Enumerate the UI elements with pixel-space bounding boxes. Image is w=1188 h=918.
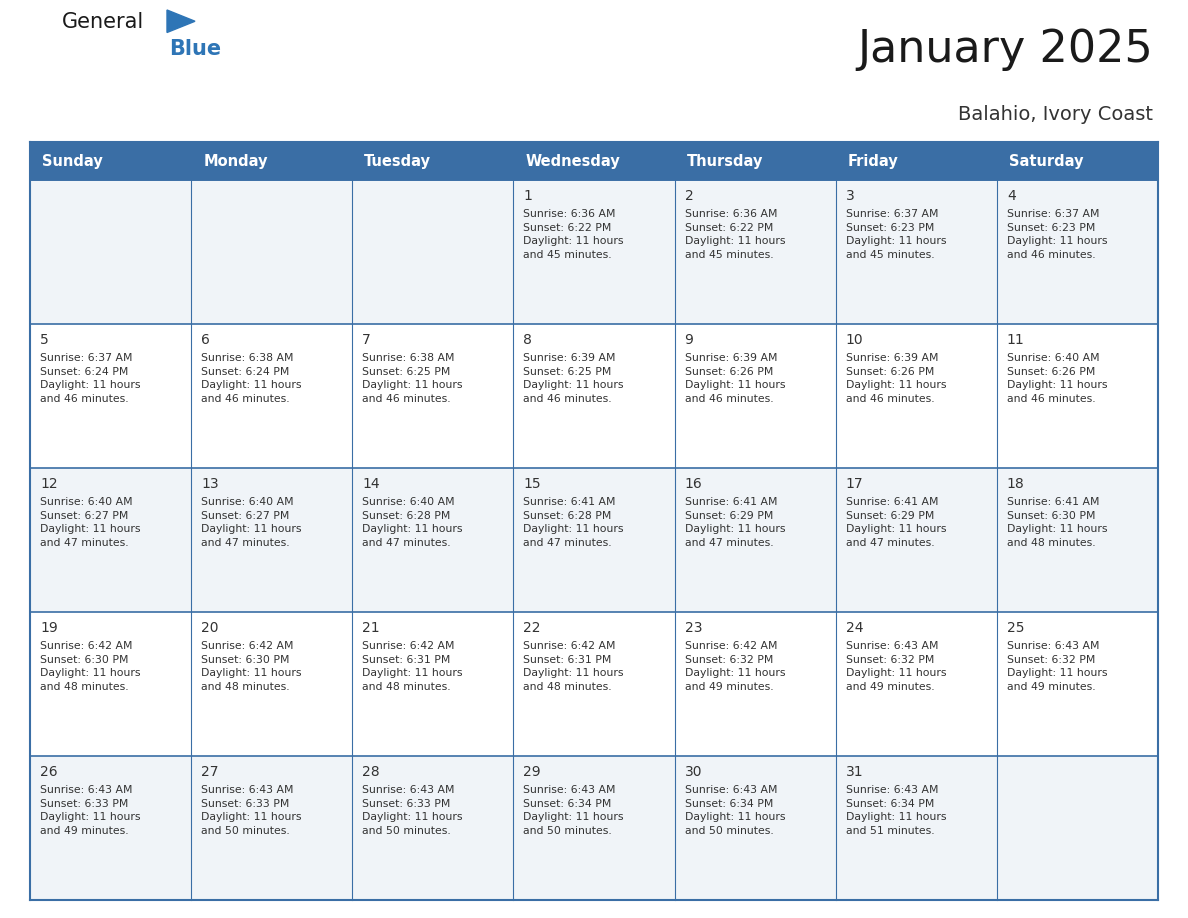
Text: Wednesday: Wednesday [525,153,620,169]
Text: 16: 16 [684,477,702,491]
Text: 18: 18 [1007,477,1024,491]
Text: Sunrise: 6:41 AM
Sunset: 6:29 PM
Daylight: 11 hours
and 47 minutes.: Sunrise: 6:41 AM Sunset: 6:29 PM Dayligh… [684,497,785,548]
Text: Sunrise: 6:42 AM
Sunset: 6:30 PM
Daylight: 11 hours
and 48 minutes.: Sunrise: 6:42 AM Sunset: 6:30 PM Dayligh… [40,641,140,692]
Text: Sunrise: 6:40 AM
Sunset: 6:27 PM
Daylight: 11 hours
and 47 minutes.: Sunrise: 6:40 AM Sunset: 6:27 PM Dayligh… [201,497,302,548]
Text: 31: 31 [846,765,864,779]
Text: Sunrise: 6:37 AM
Sunset: 6:23 PM
Daylight: 11 hours
and 45 minutes.: Sunrise: 6:37 AM Sunset: 6:23 PM Dayligh… [846,209,946,260]
Text: 1: 1 [524,189,532,203]
Text: Sunrise: 6:38 AM
Sunset: 6:25 PM
Daylight: 11 hours
and 46 minutes.: Sunrise: 6:38 AM Sunset: 6:25 PM Dayligh… [362,353,463,404]
Text: 24: 24 [846,621,864,635]
Text: 14: 14 [362,477,380,491]
Text: Sunrise: 6:38 AM
Sunset: 6:24 PM
Daylight: 11 hours
and 46 minutes.: Sunrise: 6:38 AM Sunset: 6:24 PM Dayligh… [201,353,302,404]
Text: Sunrise: 6:43 AM
Sunset: 6:33 PM
Daylight: 11 hours
and 49 minutes.: Sunrise: 6:43 AM Sunset: 6:33 PM Dayligh… [40,785,140,835]
Text: Sunrise: 6:40 AM
Sunset: 6:27 PM
Daylight: 11 hours
and 47 minutes.: Sunrise: 6:40 AM Sunset: 6:27 PM Dayligh… [40,497,140,548]
Text: Sunrise: 6:41 AM
Sunset: 6:28 PM
Daylight: 11 hours
and 47 minutes.: Sunrise: 6:41 AM Sunset: 6:28 PM Dayligh… [524,497,624,548]
Text: 23: 23 [684,621,702,635]
Text: Sunrise: 6:42 AM
Sunset: 6:31 PM
Daylight: 11 hours
and 48 minutes.: Sunrise: 6:42 AM Sunset: 6:31 PM Dayligh… [524,641,624,692]
Text: Sunrise: 6:37 AM
Sunset: 6:24 PM
Daylight: 11 hours
and 46 minutes.: Sunrise: 6:37 AM Sunset: 6:24 PM Dayligh… [40,353,140,404]
Text: 26: 26 [40,765,58,779]
Text: 13: 13 [201,477,219,491]
Text: 19: 19 [40,621,58,635]
Text: Sunrise: 6:43 AM
Sunset: 6:34 PM
Daylight: 11 hours
and 50 minutes.: Sunrise: 6:43 AM Sunset: 6:34 PM Dayligh… [524,785,624,835]
Text: 17: 17 [846,477,864,491]
Bar [30,142,1158,180]
Text: Sunrise: 6:39 AM
Sunset: 6:26 PM
Daylight: 11 hours
and 46 minutes.: Sunrise: 6:39 AM Sunset: 6:26 PM Dayligh… [846,353,946,404]
Text: January 2025: January 2025 [858,28,1154,71]
Text: Sunrise: 6:43 AM
Sunset: 6:33 PM
Daylight: 11 hours
and 50 minutes.: Sunrise: 6:43 AM Sunset: 6:33 PM Dayligh… [201,785,302,835]
Text: General: General [62,12,144,32]
Text: Sunrise: 6:43 AM
Sunset: 6:34 PM
Daylight: 11 hours
and 51 minutes.: Sunrise: 6:43 AM Sunset: 6:34 PM Dayligh… [846,785,946,835]
Text: 7: 7 [362,333,371,347]
Text: Sunrise: 6:36 AM
Sunset: 6:22 PM
Daylight: 11 hours
and 45 minutes.: Sunrise: 6:36 AM Sunset: 6:22 PM Dayligh… [684,209,785,260]
Text: 15: 15 [524,477,541,491]
Text: 6: 6 [201,333,210,347]
Text: Friday: Friday [848,153,898,169]
Text: Sunrise: 6:42 AM
Sunset: 6:32 PM
Daylight: 11 hours
and 49 minutes.: Sunrise: 6:42 AM Sunset: 6:32 PM Dayligh… [684,641,785,692]
Text: 10: 10 [846,333,864,347]
Text: Saturday: Saturday [1009,153,1083,169]
Text: Sunrise: 6:43 AM
Sunset: 6:32 PM
Daylight: 11 hours
and 49 minutes.: Sunrise: 6:43 AM Sunset: 6:32 PM Dayligh… [846,641,946,692]
Text: Balahio, Ivory Coast: Balahio, Ivory Coast [958,105,1154,124]
Bar [30,756,1158,900]
Text: 2: 2 [684,189,694,203]
Polygon shape [168,10,195,32]
Text: Sunday: Sunday [42,153,102,169]
Text: Sunrise: 6:36 AM
Sunset: 6:22 PM
Daylight: 11 hours
and 45 minutes.: Sunrise: 6:36 AM Sunset: 6:22 PM Dayligh… [524,209,624,260]
Text: Monday: Monday [203,153,267,169]
Text: Sunrise: 6:41 AM
Sunset: 6:29 PM
Daylight: 11 hours
and 47 minutes.: Sunrise: 6:41 AM Sunset: 6:29 PM Dayligh… [846,497,946,548]
Text: Sunrise: 6:42 AM
Sunset: 6:30 PM
Daylight: 11 hours
and 48 minutes.: Sunrise: 6:42 AM Sunset: 6:30 PM Dayligh… [201,641,302,692]
Bar [30,324,1158,468]
Text: Sunrise: 6:42 AM
Sunset: 6:31 PM
Daylight: 11 hours
and 48 minutes.: Sunrise: 6:42 AM Sunset: 6:31 PM Dayligh… [362,641,463,692]
Text: Sunrise: 6:43 AM
Sunset: 6:32 PM
Daylight: 11 hours
and 49 minutes.: Sunrise: 6:43 AM Sunset: 6:32 PM Dayligh… [1007,641,1107,692]
Text: 11: 11 [1007,333,1024,347]
Text: 4: 4 [1007,189,1016,203]
Text: 29: 29 [524,765,541,779]
Text: Sunrise: 6:39 AM
Sunset: 6:26 PM
Daylight: 11 hours
and 46 minutes.: Sunrise: 6:39 AM Sunset: 6:26 PM Dayligh… [684,353,785,404]
Text: Blue: Blue [169,39,221,59]
Text: Thursday: Thursday [687,153,763,169]
Text: 8: 8 [524,333,532,347]
Text: Sunrise: 6:40 AM
Sunset: 6:26 PM
Daylight: 11 hours
and 46 minutes.: Sunrise: 6:40 AM Sunset: 6:26 PM Dayligh… [1007,353,1107,404]
Text: 21: 21 [362,621,380,635]
Text: 25: 25 [1007,621,1024,635]
Text: Sunrise: 6:37 AM
Sunset: 6:23 PM
Daylight: 11 hours
and 46 minutes.: Sunrise: 6:37 AM Sunset: 6:23 PM Dayligh… [1007,209,1107,260]
Text: 20: 20 [201,621,219,635]
Bar [30,180,1158,324]
Text: 30: 30 [684,765,702,779]
Text: 27: 27 [201,765,219,779]
Text: Sunrise: 6:43 AM
Sunset: 6:33 PM
Daylight: 11 hours
and 50 minutes.: Sunrise: 6:43 AM Sunset: 6:33 PM Dayligh… [362,785,463,835]
Text: Tuesday: Tuesday [365,153,431,169]
Text: Sunrise: 6:40 AM
Sunset: 6:28 PM
Daylight: 11 hours
and 47 minutes.: Sunrise: 6:40 AM Sunset: 6:28 PM Dayligh… [362,497,463,548]
Text: 12: 12 [40,477,58,491]
Bar [30,468,1158,612]
Text: 3: 3 [846,189,854,203]
Text: Sunrise: 6:41 AM
Sunset: 6:30 PM
Daylight: 11 hours
and 48 minutes.: Sunrise: 6:41 AM Sunset: 6:30 PM Dayligh… [1007,497,1107,548]
Text: 28: 28 [362,765,380,779]
Text: 22: 22 [524,621,541,635]
Text: 9: 9 [684,333,694,347]
Text: 5: 5 [40,333,49,347]
Text: Sunrise: 6:43 AM
Sunset: 6:34 PM
Daylight: 11 hours
and 50 minutes.: Sunrise: 6:43 AM Sunset: 6:34 PM Dayligh… [684,785,785,835]
Bar [30,612,1158,756]
Text: Sunrise: 6:39 AM
Sunset: 6:25 PM
Daylight: 11 hours
and 46 minutes.: Sunrise: 6:39 AM Sunset: 6:25 PM Dayligh… [524,353,624,404]
